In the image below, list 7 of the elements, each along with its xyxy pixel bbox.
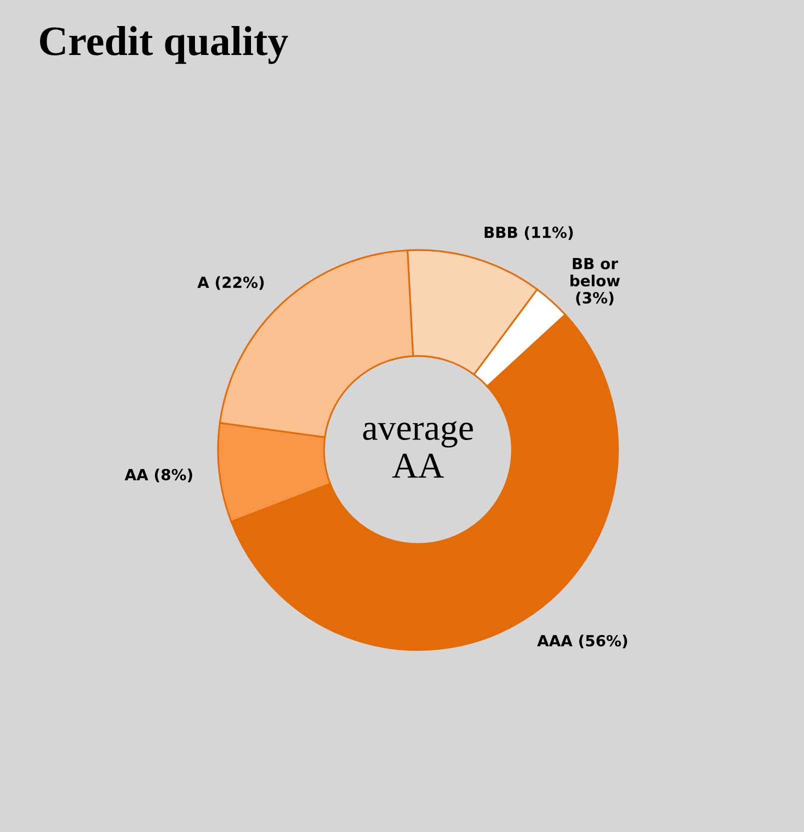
text: average AA (363, 421, 473, 478)
slice-label: AAA (56%) (537, 634, 628, 648)
chart-title: Credit quality (40, 26, 288, 64)
slice-label: A (22%) (197, 276, 264, 290)
slice-label: BB or below (3%) (570, 258, 620, 306)
slice-label: BBB (11%) (484, 226, 573, 240)
slice-label: AA (8%) (124, 468, 192, 482)
